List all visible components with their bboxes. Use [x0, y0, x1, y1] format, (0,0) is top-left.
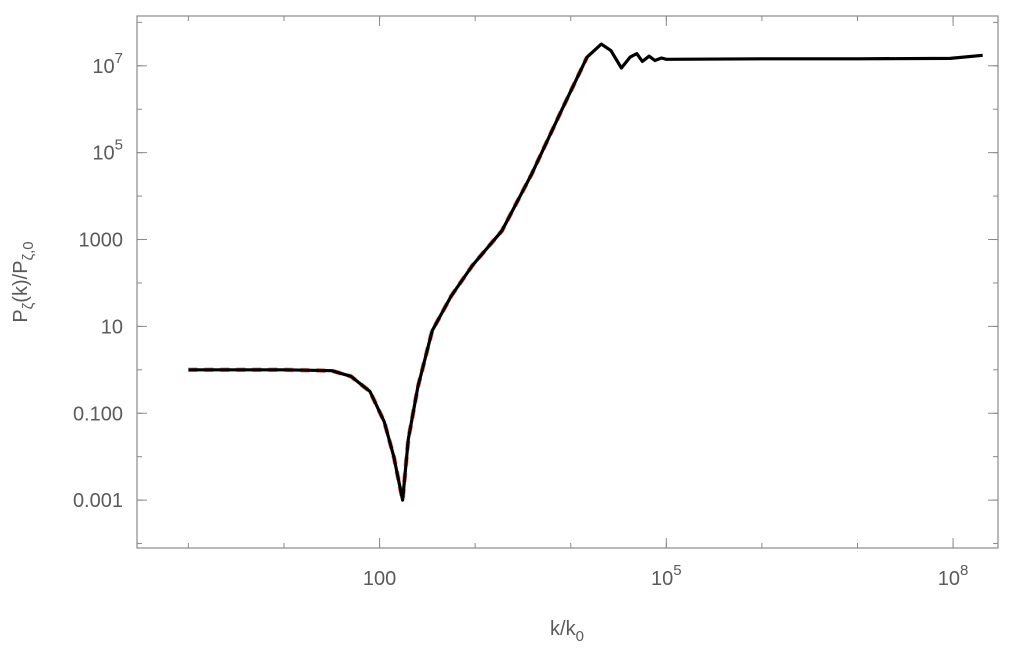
data-line: [188, 42, 983, 502]
y-axis-label: Pζ(k)/Pζ,0: [10, 241, 37, 322]
y-tick-label: 0.100: [73, 404, 123, 426]
x-tick-label: 108: [938, 562, 969, 590]
x-tick-label: 100: [363, 568, 396, 590]
x-tick-label: 105: [651, 562, 682, 590]
x-axis-label: k/k0: [550, 618, 584, 645]
y-tick-label: 10: [101, 317, 123, 339]
plot-area: [188, 42, 983, 503]
y-tick-label: 107: [92, 50, 123, 78]
y-tick-label: 0.001: [73, 490, 123, 512]
plot-frame: [136, 15, 999, 549]
y-tick-label: 105: [92, 137, 123, 165]
y-tick-label: 1000: [79, 230, 124, 252]
